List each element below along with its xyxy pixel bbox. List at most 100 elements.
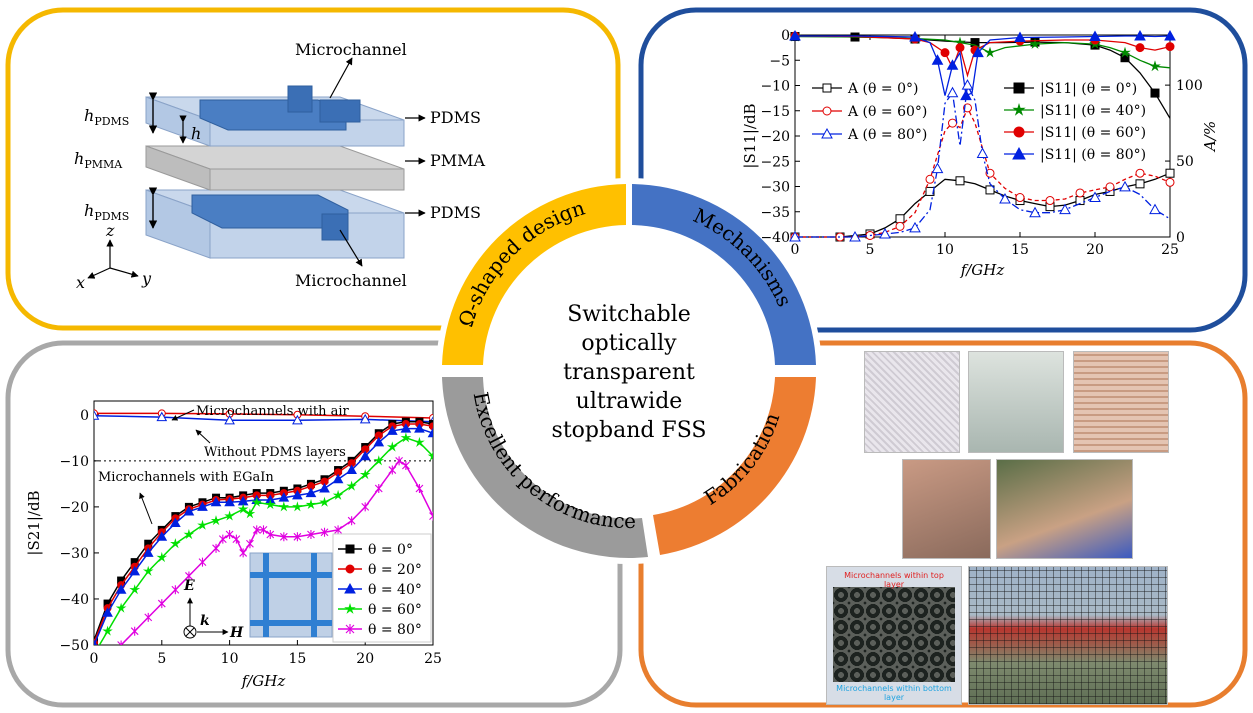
x-tick-label: 20 — [1086, 242, 1104, 258]
annotation-arrow — [195, 429, 211, 444]
data-point — [1150, 88, 1160, 98]
data-point — [789, 230, 801, 242]
ring-segment-mechanisms — [632, 184, 816, 365]
data-point — [972, 46, 984, 58]
center-ring-bg — [436, 178, 822, 564]
data-point — [359, 413, 371, 424]
axis-x-label: x — [76, 273, 85, 292]
photo-peel-right — [996, 459, 1133, 559]
data-point — [359, 469, 371, 480]
data-point — [1119, 180, 1131, 192]
y-axis-label: |S11|/dB — [741, 103, 759, 168]
label-pmma: PMMA — [430, 151, 486, 170]
data-point — [1075, 188, 1085, 198]
microchannel-trace — [263, 553, 269, 637]
chart-s21: 0 5 10 15 20 25 0 −10 −20 −30 −40 −50 f/GHz |S21|/dB M… — [25, 400, 442, 690]
data-point — [1015, 193, 1025, 203]
x-tick-label: 20 — [356, 651, 374, 667]
data-point — [185, 571, 193, 581]
data-point — [251, 496, 263, 507]
data-point — [244, 508, 256, 519]
legend-label: A (θ = 0°) — [847, 81, 918, 97]
data-point — [198, 557, 207, 567]
photo-copper-film — [1073, 351, 1169, 453]
data-point — [1105, 182, 1115, 192]
data-point — [129, 584, 141, 595]
h-field-label: H — [229, 625, 244, 641]
series-line — [794, 35, 1171, 69]
x-tick-label: 10 — [936, 242, 954, 258]
data-point — [821, 127, 833, 139]
data-point — [102, 607, 113, 617]
data-point — [1149, 60, 1161, 72]
data-point — [1165, 177, 1175, 187]
x-tick-label: 0 — [791, 242, 800, 258]
center-line: optically — [581, 331, 677, 356]
data-point — [1135, 179, 1145, 189]
y-tick-label: −10 — [59, 454, 89, 470]
legend-label: A (θ = 60°) — [847, 104, 927, 120]
y2-axis-label: A/% — [1201, 121, 1219, 153]
data-point — [252, 525, 261, 535]
data-point — [305, 499, 317, 510]
data-point — [1165, 42, 1175, 52]
data-point — [266, 530, 275, 540]
legend-label: θ = 60° — [368, 602, 422, 618]
data-point — [1134, 29, 1146, 41]
data-point — [319, 496, 330, 507]
data-point — [849, 230, 861, 242]
y-tick-label: −40 — [59, 592, 89, 608]
data-point — [292, 414, 303, 425]
data-point — [320, 527, 329, 537]
y-tick-label: −25 — [760, 154, 790, 170]
data-point — [415, 483, 424, 493]
y-tick-label: −20 — [760, 129, 790, 145]
data-point — [346, 464, 357, 475]
label-h-small: h — [191, 124, 201, 143]
data-point — [347, 516, 356, 526]
data-point — [400, 423, 412, 433]
x-tick-label: 15 — [1011, 242, 1029, 258]
photo-microchannel-closeup: Microchannels within top layer Microchan… — [826, 566, 962, 705]
data-point — [879, 227, 891, 239]
annotation-arrow — [171, 409, 195, 421]
data-point — [1089, 30, 1101, 42]
legend-label: θ = 40° — [368, 582, 422, 598]
x-tick-label: 0 — [90, 651, 99, 667]
data-point — [293, 532, 302, 542]
y-tick-label: −10 — [760, 79, 790, 95]
ring-segment-design — [442, 184, 626, 365]
data-point — [925, 174, 935, 184]
data-point — [895, 214, 905, 224]
plot-area — [794, 34, 1171, 238]
microchannel-trace — [250, 620, 332, 626]
data-point — [156, 551, 168, 563]
data-point — [1059, 203, 1071, 215]
data-point — [278, 501, 290, 512]
data-point — [1013, 126, 1025, 138]
center-line: transparent — [563, 360, 695, 385]
data-point — [822, 106, 832, 116]
axis-y-label: y — [141, 269, 152, 288]
series — [789, 79, 1171, 242]
data-point — [374, 483, 383, 493]
data-point — [239, 548, 248, 558]
data-point — [400, 432, 412, 443]
center-line: stopband FSS — [552, 418, 707, 443]
y-tick-label: −15 — [760, 104, 790, 120]
data-point — [210, 496, 222, 507]
data-point — [1045, 196, 1055, 206]
legend-label: |S11| (θ = 0°) — [1040, 81, 1137, 97]
data-point — [170, 538, 181, 549]
data-point — [1135, 43, 1145, 53]
x-tick-label: 5 — [157, 651, 166, 667]
data-point — [429, 511, 433, 521]
data-point — [1120, 53, 1130, 63]
data-point — [361, 502, 370, 512]
label-pdms-bottom: PDMS — [430, 203, 481, 222]
data-point — [212, 543, 220, 553]
data-point — [344, 602, 356, 614]
data-point — [142, 565, 154, 576]
data-point — [224, 496, 235, 507]
annotation-air: Microchannels with air — [196, 404, 350, 419]
